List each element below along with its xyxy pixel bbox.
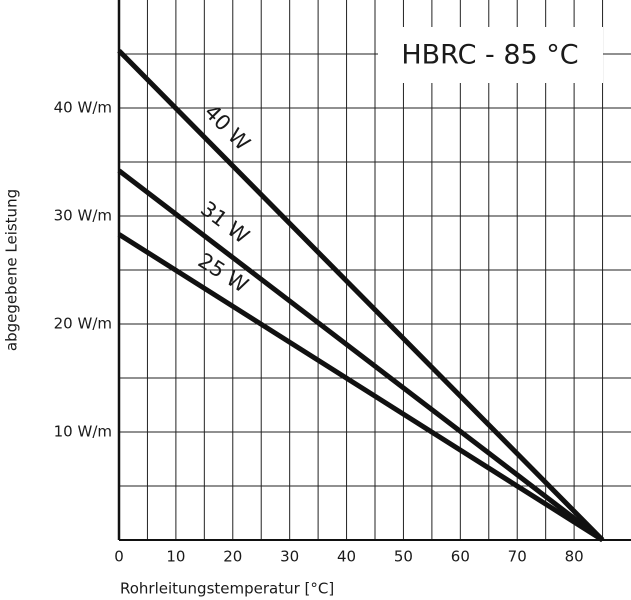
x-tick-label: 10 [166, 548, 185, 566]
y-axis-label: abgegebene Leistung [3, 189, 21, 351]
grid [117, 0, 631, 541]
y-tick-label: 10 W/m [54, 423, 112, 441]
x-tick-label: 30 [280, 548, 299, 566]
series-line [117, 232, 604, 543]
plot-lines [117, 49, 605, 543]
x-tick-label: 80 [565, 548, 584, 566]
x-tick-label: 60 [451, 548, 470, 566]
series-line [117, 168, 605, 542]
x-tick-label: 70 [508, 548, 527, 566]
x-tick-label: 50 [394, 548, 413, 566]
y-tick-label: 40 W/m [54, 99, 112, 117]
x-tick-label: 0 [114, 548, 124, 566]
series-line [117, 49, 605, 542]
y-tick-label: 30 W/m [54, 207, 112, 225]
y-tick-label: 20 W/m [54, 315, 112, 333]
x-tick-label: 40 [337, 548, 356, 566]
title-box [378, 27, 603, 83]
x-tick-label: 20 [223, 548, 242, 566]
x-axis-label: Rohrleitungstemperatur [°C] [120, 580, 334, 598]
chart-title: HBRC - 85 °C [401, 40, 578, 71]
